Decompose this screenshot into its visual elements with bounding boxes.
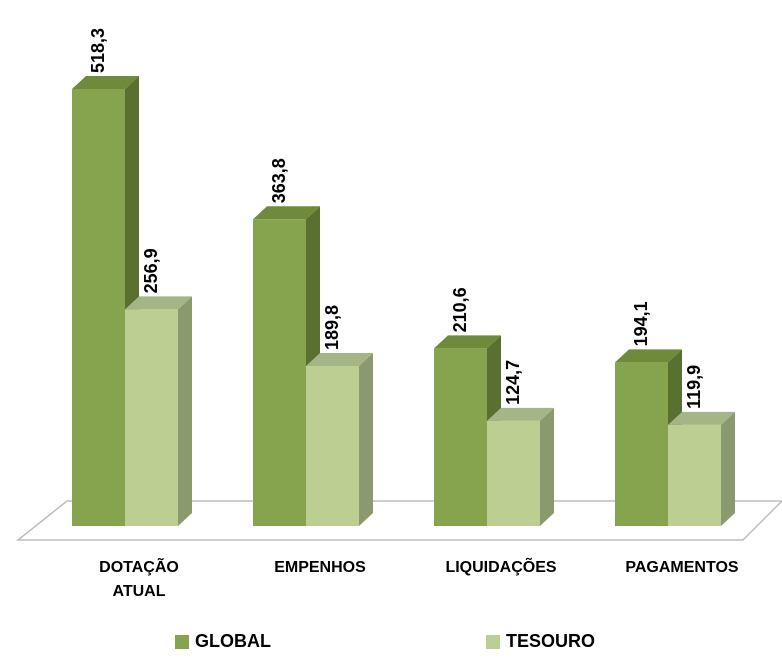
- chart-bars: [72, 76, 735, 526]
- data-label-global-2: 363,8: [269, 158, 289, 203]
- data-labels: 518,3 256,9 363,8 189,8 210,6 124,7 194,1 119,9: [88, 28, 704, 409]
- data-label-tesouro-1: 256,9: [141, 248, 161, 293]
- bar-front-face: [615, 362, 668, 526]
- data-label-global-3: 210,6: [450, 287, 470, 332]
- bar-side-face: [359, 352, 373, 526]
- category-label-pagamentos: PAGAMENTOS: [625, 559, 739, 576]
- category-label-empenhos: EMPENHOS: [274, 559, 366, 576]
- bar-global-3: [434, 335, 501, 526]
- data-label-global-4: 194,1: [631, 301, 651, 346]
- bar-front-face: [72, 89, 125, 526]
- chart-floor-plane: [15, 500, 782, 541]
- bar-tesouro-1: [125, 296, 192, 526]
- bar-front-face: [487, 420, 540, 526]
- bar-front-face: [306, 365, 359, 526]
- bar-tesouro-4: [668, 411, 735, 526]
- bar-front-face: [668, 424, 721, 526]
- data-label-tesouro-2: 189,8: [322, 305, 342, 350]
- data-label-global-1: 518,3: [88, 28, 108, 73]
- bar-front-face: [253, 219, 306, 526]
- bar-top-face: [253, 206, 320, 220]
- bar-top-face: [306, 352, 373, 366]
- legend-swatch-global: [175, 634, 189, 649]
- bar-tesouro-2: [306, 352, 373, 526]
- bar-side-face: [721, 411, 735, 526]
- bar-front-face: [125, 309, 178, 526]
- legend-item-tesouro: TESOURO: [486, 631, 595, 652]
- category-label-dotacao-atual: DOTAÇÃO ATUAL: [99, 556, 179, 600]
- bar-top-face: [487, 407, 554, 421]
- legend-label-tesouro: TESOURO: [506, 631, 596, 651]
- bar-top-face: [668, 411, 735, 425]
- bar-top-face: [125, 296, 192, 310]
- legend-item-global: GLOBAL: [175, 631, 271, 652]
- bar-top-face: [615, 349, 682, 363]
- bar-top-face: [434, 335, 501, 349]
- bar-global-2: [253, 206, 320, 526]
- bar-front-face: [434, 348, 487, 526]
- bar-side-face: [178, 296, 192, 526]
- category-label-liquidacoes: LIQUIDAÇÕES: [445, 556, 556, 576]
- bar-side-face: [540, 407, 554, 526]
- data-label-tesouro-3: 124,7: [503, 360, 523, 405]
- category-axis-labels: DOTAÇÃO ATUAL EMPENHOS LIQUIDAÇÕES PAGAMENTO…: [99, 556, 739, 600]
- legend-swatch-tesouro: [486, 634, 500, 649]
- legend-label-global: GLOBAL: [195, 631, 271, 651]
- data-label-tesouro-4: 119,9: [684, 365, 704, 409]
- bar-tesouro-3: [487, 407, 554, 526]
- chart-floor: [15, 500, 782, 541]
- bar-global-1: [72, 76, 139, 526]
- bar-top-face: [72, 76, 139, 89]
